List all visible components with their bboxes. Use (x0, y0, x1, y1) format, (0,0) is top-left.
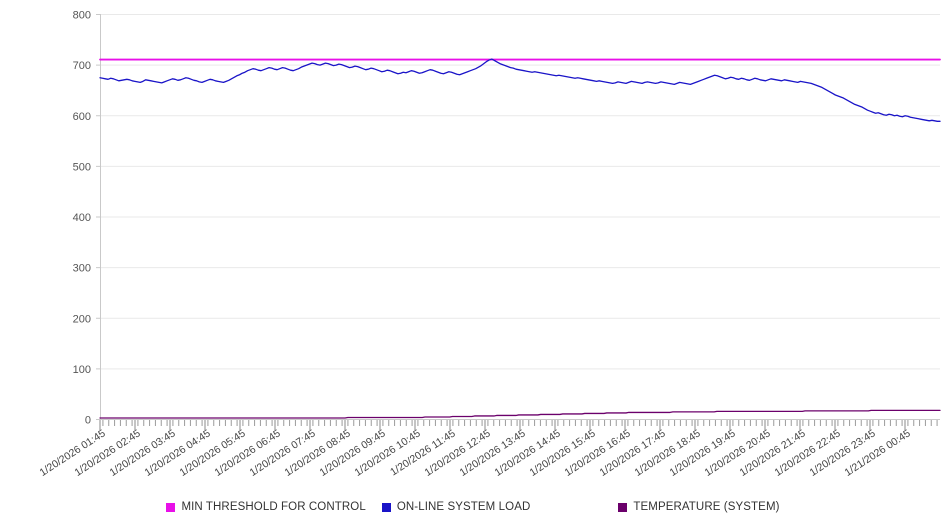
series-line-2 (99, 409, 941, 419)
legend-label-system-load: ON-LINE SYSTEM LOAD (396, 501, 531, 513)
y-axis-tick-label: 700 (73, 60, 91, 72)
y-axis-tick-label: 100 (73, 364, 91, 376)
y-axis-tick-label: 300 (73, 263, 91, 275)
legend-label-min-threshold: MIN THRESHOLD FOR CONTROL (181, 501, 366, 513)
y-axis-tick-label: 400 (73, 212, 91, 224)
legend-swatch-min-threshold (166, 502, 176, 512)
legend-item-system-load[interactable]: ON-LINE SYSTEM LOAD (381, 501, 531, 513)
y-axis-tick-label: 500 (73, 161, 91, 173)
y-axis-tick-label: 0 (85, 415, 91, 427)
y-axis-tick-label: 800 (73, 10, 91, 22)
legend-item-min-threshold[interactable]: MIN THRESHOLD FOR CONTROL (166, 501, 366, 513)
chart-legend: MIN THRESHOLD FOR CONTROL ON-LINE SYSTEM… (0, 495, 946, 519)
legend-item-temperature[interactable]: TEMPERATURE (SYSTEM) (618, 501, 779, 513)
legend-label-temperature: TEMPERATURE (SYSTEM) (633, 501, 780, 513)
legend-swatch-temperature (618, 502, 628, 512)
legend-swatch-system-load (381, 502, 391, 512)
y-axis-tick-label: 200 (73, 313, 91, 325)
y-axis-tick-label: 600 (73, 111, 91, 123)
series-line-1 (99, 58, 941, 122)
